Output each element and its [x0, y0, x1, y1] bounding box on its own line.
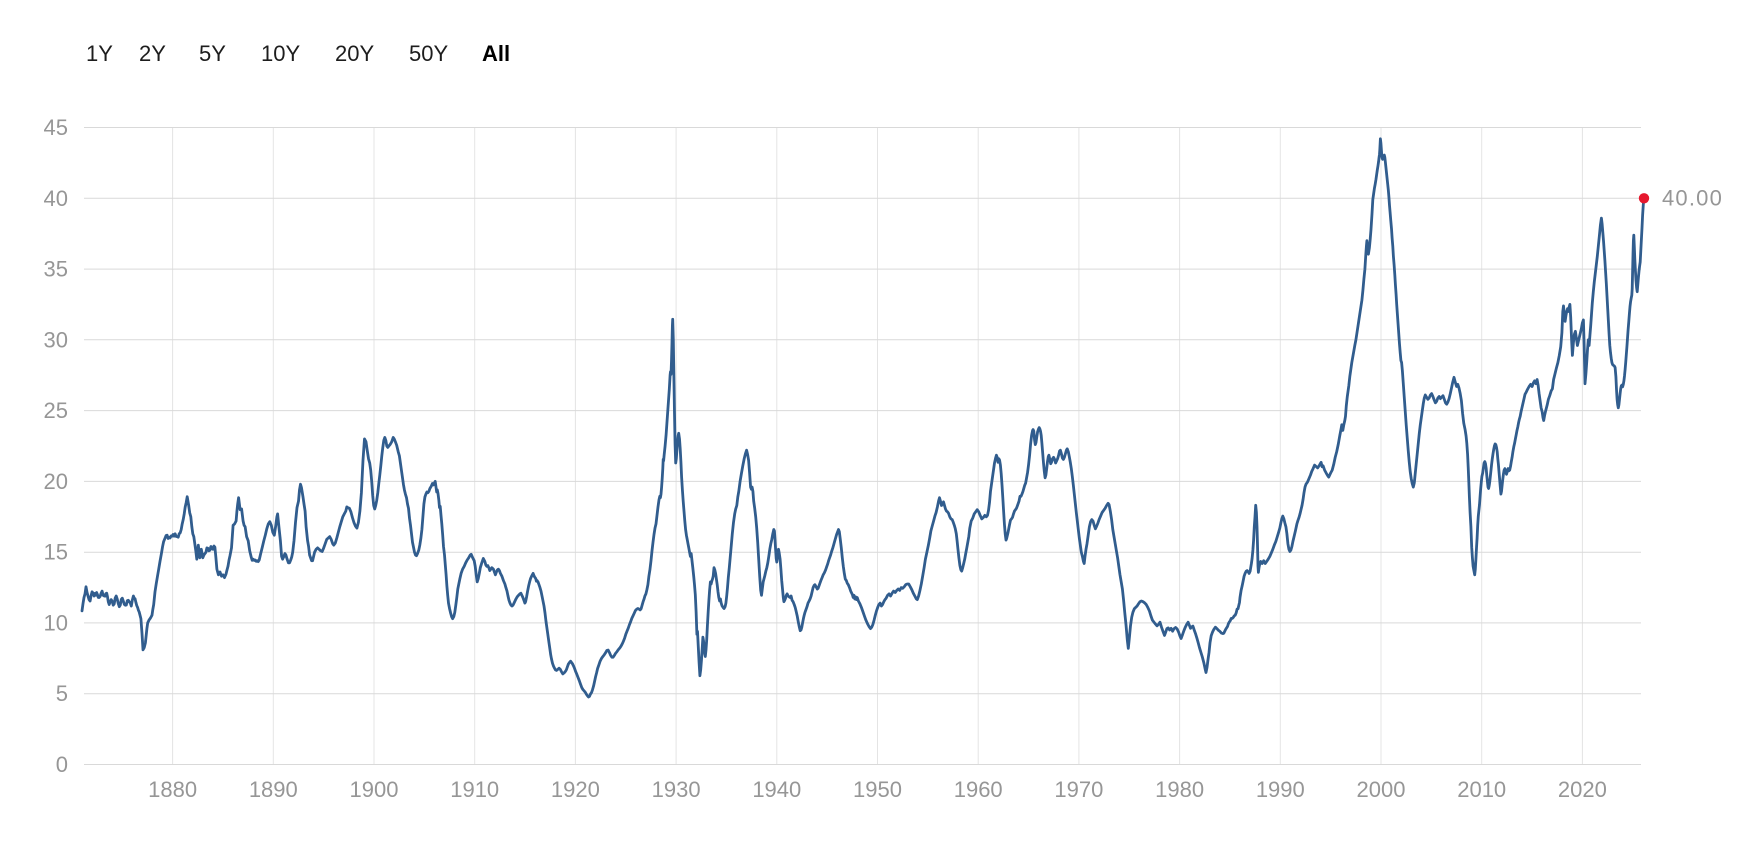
- svg-text:1940: 1940: [752, 777, 801, 802]
- svg-text:25: 25: [44, 398, 68, 423]
- svg-text:1890: 1890: [249, 777, 298, 802]
- svg-text:2010: 2010: [1457, 777, 1506, 802]
- svg-text:1880: 1880: [148, 777, 197, 802]
- svg-text:1930: 1930: [652, 777, 701, 802]
- svg-text:0: 0: [56, 752, 68, 777]
- svg-text:1900: 1900: [350, 777, 399, 802]
- svg-text:2020: 2020: [1558, 777, 1607, 802]
- svg-text:1960: 1960: [954, 777, 1003, 802]
- svg-text:30: 30: [44, 327, 68, 352]
- svg-text:45: 45: [44, 115, 68, 140]
- svg-text:1990: 1990: [1256, 777, 1305, 802]
- svg-text:1950: 1950: [853, 777, 902, 802]
- svg-text:20: 20: [44, 469, 68, 494]
- svg-text:35: 35: [44, 257, 68, 282]
- svg-text:1910: 1910: [450, 777, 499, 802]
- svg-text:2000: 2000: [1357, 777, 1406, 802]
- svg-text:5: 5: [56, 681, 68, 706]
- svg-text:40.00: 40.00: [1662, 185, 1723, 210]
- svg-text:1980: 1980: [1155, 777, 1204, 802]
- svg-text:15: 15: [44, 540, 68, 565]
- svg-text:40: 40: [44, 186, 68, 211]
- svg-text:1920: 1920: [551, 777, 600, 802]
- svg-text:1970: 1970: [1054, 777, 1103, 802]
- svg-text:10: 10: [44, 610, 68, 635]
